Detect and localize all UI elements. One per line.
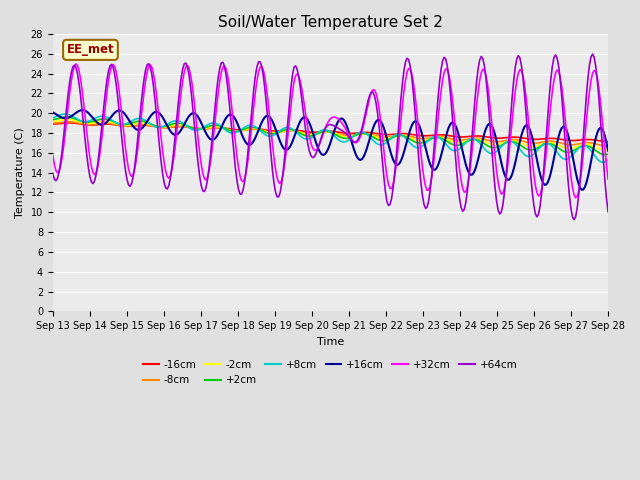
+2cm [49,117,56,122]
-16cm [66,120,74,126]
+16cm [575,181,582,187]
-2cm [65,117,72,122]
+8cm [118,121,126,127]
-2cm [603,147,611,153]
+32cm [293,71,301,77]
Legend: -16cm, -8cm, -2cm, +2cm, +8cm, +16cm, +32cm, +64cm: -16cm, -8cm, -2cm, +2cm, +8cm, +16cm, +3… [139,356,522,389]
+32cm [49,153,56,158]
Line: -2cm: -2cm [52,120,608,150]
+16cm [578,187,586,192]
Line: +16cm: +16cm [52,110,608,190]
-16cm [234,127,242,133]
-16cm [604,139,612,144]
-2cm [575,143,582,149]
+64cm [214,74,222,80]
+2cm [118,121,126,127]
Line: +2cm: +2cm [52,117,608,155]
-2cm [244,126,252,132]
+64cm [589,51,596,57]
-8cm [293,129,301,134]
+16cm [78,107,86,113]
-2cm [234,128,242,134]
+2cm [244,125,252,131]
+8cm [234,129,242,134]
+16cm [604,148,612,154]
+32cm [234,164,242,170]
+2cm [601,152,609,157]
+8cm [600,159,607,165]
+8cm [49,115,56,121]
+32cm [244,160,252,166]
-8cm [604,144,612,149]
+8cm [293,131,301,136]
-16cm [293,127,301,133]
+32cm [118,118,126,123]
Line: +8cm: +8cm [52,114,608,162]
+32cm [216,78,223,84]
Line: -16cm: -16cm [52,123,608,142]
+8cm [244,123,252,129]
+64cm [233,177,241,182]
Line: +32cm: +32cm [52,64,608,198]
+32cm [72,61,80,67]
Line: +64cm: +64cm [52,54,608,220]
+2cm [63,114,70,120]
+32cm [604,176,612,182]
+8cm [61,111,69,117]
+16cm [293,126,301,132]
Line: -8cm: -8cm [52,122,608,146]
+2cm [604,151,612,157]
+64cm [570,217,578,223]
+32cm [577,179,584,184]
X-axis label: Time: Time [317,336,344,347]
-8cm [65,119,72,125]
-16cm [244,126,252,132]
-8cm [234,128,242,134]
-16cm [118,123,126,129]
-2cm [49,119,56,124]
+16cm [216,128,223,133]
-8cm [118,123,126,129]
-8cm [244,127,252,132]
+64cm [117,125,125,131]
+8cm [216,122,223,128]
+64cm [49,170,56,176]
+64cm [575,192,582,198]
+16cm [118,109,126,115]
-2cm [216,124,223,130]
Title: Soil/Water Temperature Set 2: Soil/Water Temperature Set 2 [218,15,443,30]
-8cm [575,141,582,147]
-16cm [49,121,56,127]
+64cm [243,167,250,173]
+2cm [216,123,223,129]
+8cm [604,156,612,162]
-2cm [293,129,301,134]
-2cm [604,147,612,153]
+16cm [49,109,56,115]
Text: EE_met: EE_met [67,43,115,56]
-8cm [49,120,56,126]
+64cm [604,209,612,215]
+2cm [575,145,582,151]
-8cm [216,125,223,131]
Y-axis label: Temperature (C): Temperature (C) [15,127,25,218]
+2cm [234,128,242,134]
-16cm [216,125,223,131]
+32cm [572,195,579,201]
+16cm [234,123,242,129]
+64cm [292,63,300,69]
-16cm [575,137,582,143]
+8cm [575,145,582,151]
+2cm [293,129,301,134]
+16cm [244,142,252,147]
-2cm [118,122,126,128]
